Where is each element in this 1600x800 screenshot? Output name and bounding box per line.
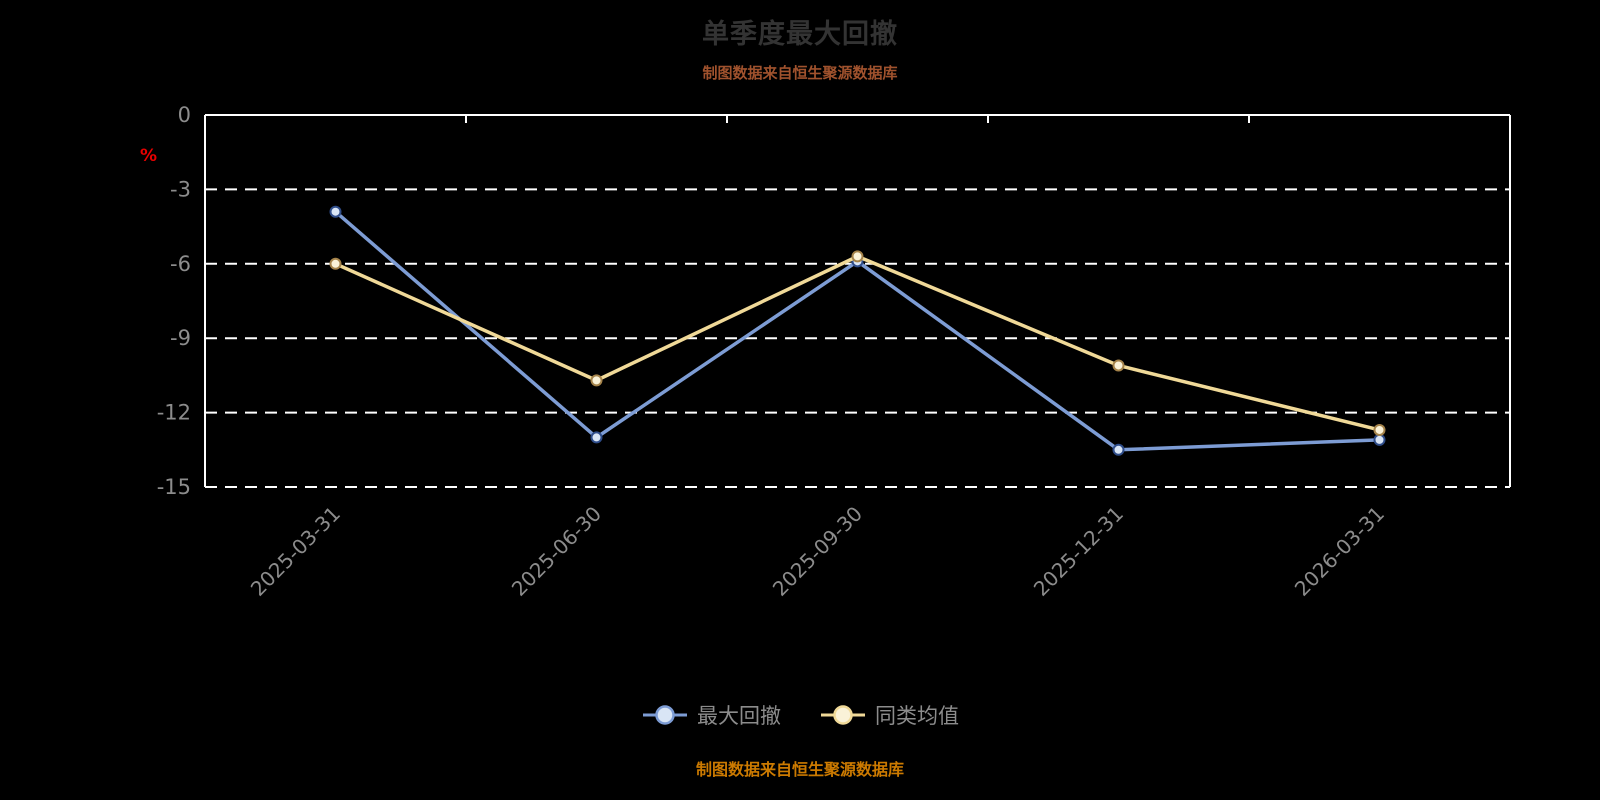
data-source-note: 制图数据来自恒生聚源数据库 (695, 760, 904, 779)
svg-text:2025-03-31: 2025-03-31 (246, 502, 345, 601)
series-line-1 (333, 254, 1382, 432)
svg-text:0: 0 (178, 103, 191, 127)
svg-text:2025-09-30: 2025-09-30 (768, 502, 867, 601)
y-axis-labels: 0 -3 -6 -9 -12 -15 (157, 103, 191, 499)
svg-text:-9: -9 (170, 326, 191, 350)
legend: 最大回撤 同类均值 (0, 700, 1600, 730)
legend-label-max-drawdown: 最大回撤 (697, 704, 781, 728)
svg-text:2026-03-31: 2026-03-31 (1290, 502, 1389, 601)
svg-text:-12: -12 (157, 401, 191, 425)
x-axis-labels: 2025-03-31 2025-06-30 2025-09-30 2025-12-31… (246, 502, 1389, 601)
legend-label-category-average: 同类均值 (875, 704, 959, 728)
chart-subtitle: 制图数据来自恒生聚源数据库 (702, 64, 898, 82)
axis-group (204, 114, 1511, 487)
y-axis-unit-label: % (140, 146, 158, 166)
legend-item-max-drawdown[interactable]: 最大回撤 (641, 700, 781, 730)
svg-text:2025-12-31: 2025-12-31 (1029, 502, 1128, 601)
series-markers-1[interactable] (329, 250, 1386, 436)
legend-item-category-average[interactable]: 同类均值 (819, 700, 959, 730)
svg-text:-6: -6 (170, 252, 191, 276)
legend-marker-category-average (821, 705, 865, 725)
svg-text:2025-06-30: 2025-06-30 (507, 502, 606, 601)
series-line-0 (333, 209, 1382, 452)
svg-text:-3: -3 (170, 177, 191, 201)
svg-text:-15: -15 (157, 475, 191, 499)
legend-marker-max-drawdown (643, 705, 687, 725)
grid-group (205, 188, 1510, 488)
chart-title: 单季度最大回撤 (702, 19, 898, 50)
